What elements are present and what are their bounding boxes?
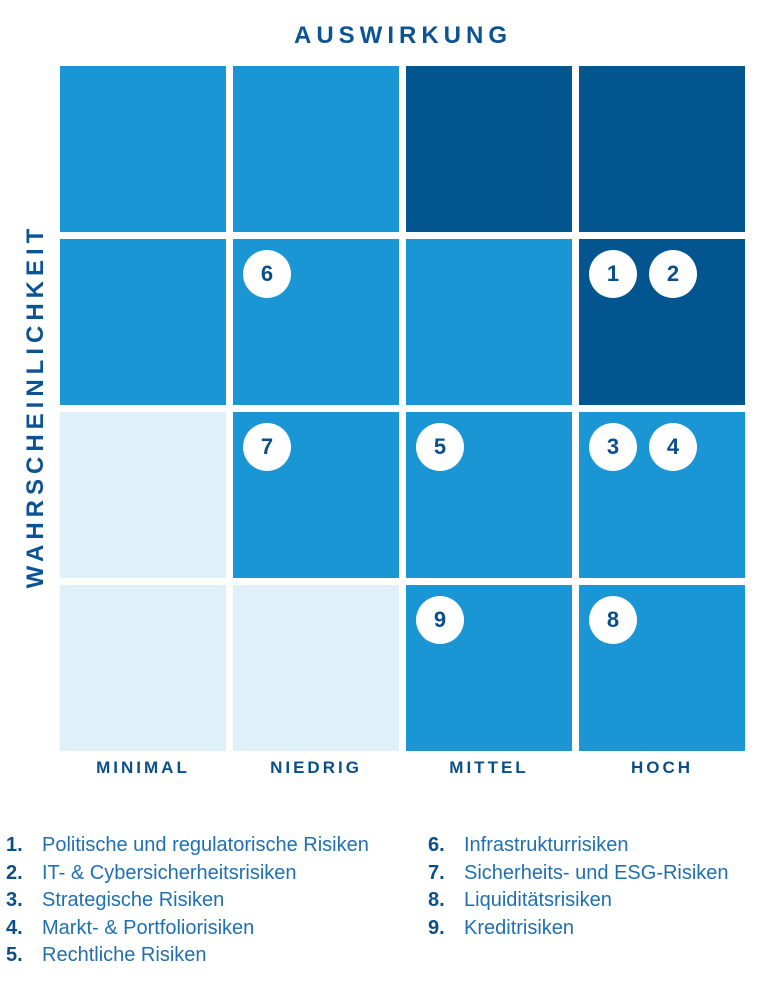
risk-marker-6: 6 [243, 250, 291, 298]
legend-item: 4. Markt- & Portfoliorisiken [6, 916, 255, 939]
matrix-cell [233, 66, 399, 232]
risk-marker-2: 2 [649, 250, 697, 298]
risk-marker-8: 8 [589, 596, 637, 644]
matrix-cell [60, 585, 226, 751]
matrix-cell [233, 585, 399, 751]
matrix-cell [579, 66, 745, 232]
column-label-minimal: MINIMAL [96, 758, 190, 777]
risk-marker-1: 1 [589, 250, 637, 298]
risk-marker-7: 7 [243, 423, 291, 471]
risk-marker-5: 5 [416, 423, 464, 471]
legend-item: 1. Politische und regulatorische Risiken [6, 834, 369, 856]
legend-item: 7. Sicherheits- und ESG-Risiken [428, 861, 729, 884]
legend-item: 5. Rechtliche Risiken [6, 944, 207, 966]
matrix-cell [60, 239, 226, 405]
risk-marker-4: 4 [649, 423, 697, 471]
x-axis-title: AUSWIRKUNG [294, 22, 512, 49]
y-axis-title-text: WAHRSCHEINLICHKEIT [22, 223, 49, 589]
column-label-niedrig: NIEDRIG [270, 758, 362, 777]
risk-marker-3: 3 [589, 423, 637, 471]
legend-item: 9. Kreditrisiken [428, 916, 575, 939]
legend-left: 1. Politische und regulatorische Risiken … [6, 832, 369, 970]
legend-item: 8. Liquiditätsrisiken [428, 889, 612, 911]
matrix-cell [406, 239, 572, 405]
risk-marker-9: 9 [416, 596, 464, 644]
legend-item: 6. Infrastrukturrisiken [428, 834, 629, 856]
matrix-cell [406, 66, 572, 232]
matrix-cell [60, 412, 226, 578]
column-label-mittel: MITTEL [449, 758, 529, 777]
legend-item: 2. IT- & Cybersicherheitsrisiken [6, 861, 297, 884]
matrix-cell [60, 66, 226, 232]
legend-right: 6. Infrastrukturrisiken 7. Sicherheits- un… [428, 832, 729, 942]
column-label-hoch: HOCH [630, 758, 694, 777]
legend-item: 3. Strategische Risiken [6, 889, 225, 911]
